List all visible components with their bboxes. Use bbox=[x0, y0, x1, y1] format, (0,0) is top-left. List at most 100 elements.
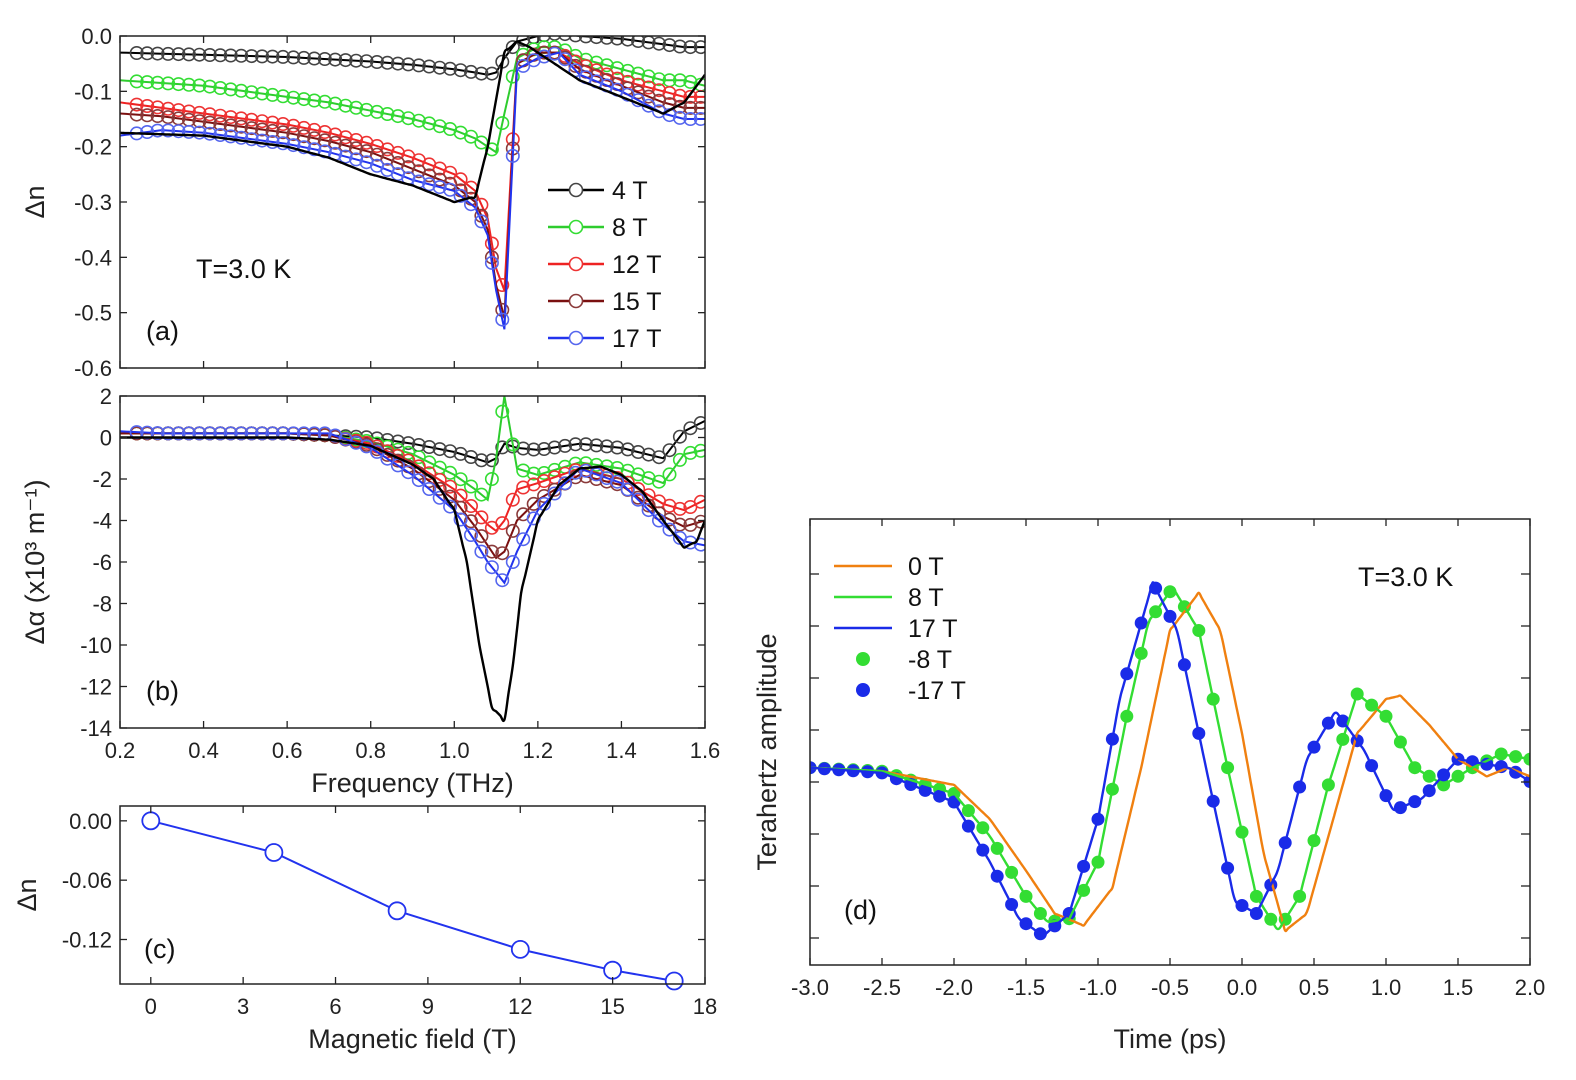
panel-d-series-line bbox=[810, 581, 1530, 937]
panel-b-data-point bbox=[495, 404, 510, 419]
panel-b-data-point bbox=[672, 429, 687, 444]
panel-c-xtick-label: 3 bbox=[237, 994, 249, 1019]
panel-b-data-point bbox=[693, 443, 705, 458]
panel-b-data-point bbox=[150, 426, 165, 441]
panel-a-data-point bbox=[213, 81, 228, 96]
panel-a-data-point bbox=[171, 103, 186, 118]
panel-c-x-axis-label: Magnetic field (T) bbox=[308, 1024, 517, 1054]
panel-a-ytick-label: -0.5 bbox=[74, 301, 112, 326]
panel-a-data-point bbox=[432, 119, 447, 134]
panel-b-data-point bbox=[432, 442, 447, 457]
panel-b-data-point bbox=[443, 444, 458, 459]
panel-a-data-point bbox=[568, 58, 583, 73]
panel-a-data-point bbox=[129, 107, 144, 122]
panel-a-data-point bbox=[328, 135, 343, 150]
panel-b-data-point bbox=[516, 532, 531, 547]
panel-a-data-point bbox=[192, 47, 207, 62]
panel-a-data-point bbox=[338, 98, 353, 113]
panel-a-data-point bbox=[275, 136, 290, 151]
panel-a-data-point bbox=[568, 36, 583, 43]
panel-b-series-line bbox=[120, 432, 705, 560]
panel-a-data-point bbox=[338, 138, 353, 153]
panel-c-xtick-label: 0 bbox=[145, 994, 157, 1019]
panel-a-data-point bbox=[296, 129, 311, 144]
panel-a-data-point bbox=[369, 104, 384, 119]
panel-b-data-point bbox=[505, 554, 520, 569]
panel-a-data-point bbox=[244, 121, 259, 136]
panel-d-xtick-label: 1.0 bbox=[1371, 975, 1402, 1000]
panel-b-data-point bbox=[683, 517, 698, 532]
panel-c-chart: 0 3 6 9 12 15 18 0.00 -0.06 -0.12 Magnetic field (… bbox=[12, 805, 717, 1054]
panel-a-data-point bbox=[495, 116, 510, 131]
panel-b-data-point bbox=[505, 523, 520, 538]
panel-a-data-point bbox=[161, 110, 176, 125]
panel-a-data-point bbox=[181, 124, 196, 139]
panel-b-data-point bbox=[474, 529, 489, 544]
panel-a-data-point bbox=[505, 40, 520, 55]
panel-a-legend-marker bbox=[568, 182, 584, 198]
panel-b-data-point bbox=[463, 527, 478, 542]
panel-a-data-point bbox=[631, 36, 646, 48]
panel-a-data-point bbox=[234, 48, 249, 63]
panel-a-data-point bbox=[150, 46, 165, 61]
panel-d-series-line bbox=[810, 586, 1530, 931]
panel-a-data-point bbox=[599, 36, 614, 45]
panel-d-xtick-label: -0.5 bbox=[1151, 975, 1189, 1000]
panel-b-data-point bbox=[474, 544, 489, 559]
panel-a-data-point bbox=[171, 124, 186, 139]
panel-a-data-point bbox=[651, 83, 666, 98]
panel-b-data-point bbox=[568, 437, 583, 452]
panel-a-data-point bbox=[140, 125, 155, 140]
panel-a-data-point bbox=[307, 122, 322, 137]
panel-b-data-point bbox=[526, 442, 541, 457]
panel-b-data-point bbox=[223, 426, 238, 441]
panel-a-data-point bbox=[349, 133, 364, 148]
panel-a-legend-label: 12 T bbox=[612, 251, 662, 279]
panel-a-data-point bbox=[181, 47, 196, 62]
panel-a-data-point bbox=[140, 75, 155, 90]
panel-a-data-point bbox=[296, 50, 311, 65]
panel-a-data-point bbox=[390, 109, 405, 124]
panel-a-chart: 0.0 -0.1 -0.2 -0.3 -0.4 -0.5 -0.6 Δn (a) T=3.0 K 4… bbox=[20, 24, 706, 381]
panel-a-data-point bbox=[422, 177, 437, 192]
panel-c-ytick-label: 0.00 bbox=[69, 809, 112, 834]
panel-b-data-point bbox=[610, 440, 625, 455]
panel-a-data-point bbox=[244, 85, 259, 100]
panel-b-data-point bbox=[662, 522, 677, 537]
panel-a-data-point bbox=[223, 48, 238, 63]
panel-a-data-point bbox=[672, 39, 687, 54]
panel-a-data-point bbox=[140, 99, 155, 114]
panel-a-data-point bbox=[693, 40, 705, 55]
panel-a-data-point bbox=[411, 113, 426, 128]
panel-d-legend-label: 0 T bbox=[908, 553, 944, 581]
panel-a-series-line bbox=[120, 51, 705, 330]
panel-a-data-point bbox=[140, 108, 155, 123]
panel-a-data-point bbox=[286, 118, 301, 133]
panel-a-data-point bbox=[296, 140, 311, 155]
panel-a-data-point bbox=[641, 69, 656, 84]
panel-a-data-point bbox=[223, 118, 238, 133]
panel-b-panel-label: (b) bbox=[146, 676, 179, 706]
panel-a-data-point bbox=[255, 49, 270, 64]
panel-a-data-point bbox=[610, 61, 625, 76]
panel-b-data-point bbox=[589, 438, 604, 453]
panel-a-ytick-label: -0.2 bbox=[74, 135, 112, 160]
panel-b-data-point bbox=[443, 465, 458, 480]
panel-a-y-axis-label: Δn bbox=[20, 185, 50, 218]
panel-b-data-point bbox=[578, 437, 593, 452]
panel-b-data-point bbox=[255, 426, 270, 441]
panel-a-data-point bbox=[453, 188, 468, 203]
panel-b-data-point bbox=[547, 440, 562, 455]
panel-a-plot-area bbox=[120, 36, 705, 330]
panel-a-data-point bbox=[265, 115, 280, 130]
panel-a-data-point bbox=[255, 133, 270, 148]
panel-a-data-point bbox=[453, 63, 468, 78]
panel-a-data-point bbox=[672, 88, 687, 103]
panel-a-data-point bbox=[234, 111, 249, 126]
panel-a-legend-marker bbox=[568, 219, 584, 235]
panel-a-data-point bbox=[255, 122, 270, 137]
panel-a-data-point bbox=[484, 142, 499, 157]
panel-b-data-point bbox=[620, 442, 635, 457]
panel-a-data-point bbox=[265, 49, 280, 64]
panel-d-xtick-label: -1.0 bbox=[1079, 975, 1117, 1000]
